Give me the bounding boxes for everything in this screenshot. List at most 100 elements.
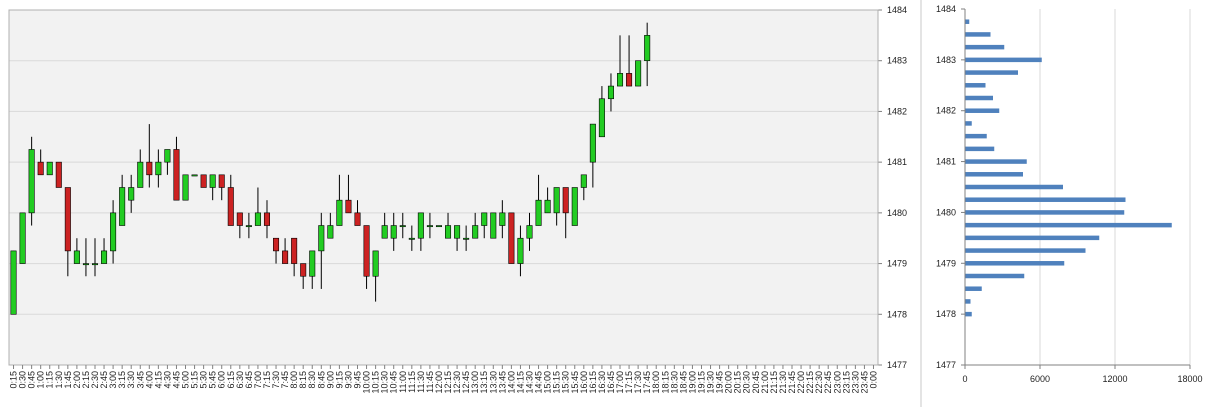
candle-body-10 <box>101 250 108 264</box>
candle-body-45 <box>417 212 424 239</box>
profile-bar-12 <box>965 159 1027 164</box>
x-tick-label-82: 20:45 <box>751 371 761 394</box>
profile-y-tick-label-3: 1480 <box>936 207 956 217</box>
candle-body-63 <box>580 174 587 188</box>
x-tick-label-81: 20:30 <box>742 371 752 394</box>
x-tick-label-9: 2:30 <box>90 371 100 389</box>
x-tick-label-88: 22:15 <box>805 371 815 394</box>
x-tick-label-5: 1:30 <box>54 371 64 389</box>
candle-body-31 <box>291 237 298 264</box>
candle-body-14 <box>137 161 144 188</box>
candle-body-11 <box>110 212 117 252</box>
y-tick-label-1: 1478 <box>887 309 907 319</box>
candle-body-28 <box>263 212 270 226</box>
x-tick-label-20: 5:15 <box>190 371 200 389</box>
x-tick-label-28: 7:15 <box>262 371 272 389</box>
candle-body-30 <box>282 250 289 264</box>
candle-body-37 <box>345 199 352 214</box>
profile-y-tick-label-2: 1479 <box>936 258 956 268</box>
x-tick-label-44: 11:15 <box>407 371 417 393</box>
candle-body-33 <box>309 250 316 277</box>
profile-bar-14 <box>965 133 987 139</box>
x-tick-label-17: 4:30 <box>162 371 172 389</box>
candle-body-42 <box>390 225 397 239</box>
x-tick-label-48: 12:15 <box>443 371 453 394</box>
y-tick-label-5: 1482 <box>887 106 907 116</box>
candle-body-34 <box>318 225 325 252</box>
x-tick-label-26: 6:45 <box>244 371 254 389</box>
x-tick-label-60: 15:15 <box>552 371 562 394</box>
candle-body-7 <box>73 250 80 264</box>
candle-body-2 <box>28 149 35 214</box>
profile-bar-10 <box>965 184 1063 190</box>
x-tick-label-25: 6:30 <box>235 371 245 389</box>
x-tick-label-47: 12:00 <box>434 371 444 394</box>
candle-body-17 <box>164 149 171 163</box>
candle-body-39 <box>363 225 370 277</box>
x-tick-label-7: 2:00 <box>72 371 82 389</box>
profile-bar-20 <box>965 57 1042 63</box>
candle-body-69 <box>635 60 642 87</box>
profile-bar-0 <box>965 311 972 317</box>
candle-body-70 <box>644 35 651 62</box>
profile-bar-9 <box>965 197 1126 202</box>
candle-body-50 <box>463 237 470 240</box>
profile-y-tick-label-1: 1478 <box>936 309 956 319</box>
x-tick-label-29: 7:30 <box>271 371 281 389</box>
profile-bar-11 <box>965 172 1023 177</box>
x-tick-label-4: 1:15 <box>45 371 55 389</box>
x-tick-label-73: 18:30 <box>669 371 679 394</box>
x-tick-label-11: 3:00 <box>108 371 118 389</box>
x-tick-label-42: 10:45 <box>389 371 399 394</box>
profile-x-tick-label-1: 6000 <box>1030 374 1050 384</box>
candle-body-58 <box>535 199 542 226</box>
x-tick-label-64: 16:15 <box>588 371 598 394</box>
x-tick-label-21: 5:30 <box>199 371 209 389</box>
candle-body-36 <box>336 199 343 226</box>
x-tick-label-58: 14:45 <box>534 371 544 394</box>
x-tick-label-37: 9:30 <box>343 371 353 389</box>
x-tick-label-70: 17:45 <box>642 371 652 394</box>
candle-body-51 <box>472 225 479 239</box>
profile-bar-15 <box>965 121 972 126</box>
x-tick-label-50: 12:45 <box>461 371 471 394</box>
x-tick-label-40: 10:15 <box>371 371 381 394</box>
profile-bar-8 <box>965 210 1125 215</box>
candle-body-0 <box>10 250 17 315</box>
candle-body-44 <box>408 237 415 240</box>
candle-body-21 <box>200 174 207 188</box>
candle-body-16 <box>155 161 162 176</box>
x-tick-label-22: 5:45 <box>208 371 218 389</box>
x-tick-label-77: 19:30 <box>706 371 716 394</box>
candle-body-15 <box>146 161 153 176</box>
x-tick-label-24: 6:15 <box>226 371 236 389</box>
profile-bar-6 <box>965 235 1100 241</box>
x-tick-label-66: 16:45 <box>606 371 616 394</box>
plot-border <box>8 9 879 366</box>
candle-body-68 <box>626 73 633 87</box>
candle-body-8 <box>82 263 89 266</box>
x-tick-label-94: 23:45 <box>859 371 869 394</box>
x-tick-label-41: 10:30 <box>380 371 390 394</box>
x-tick-label-3: 1:00 <box>36 371 46 389</box>
candle-body-60 <box>553 187 560 214</box>
x-tick-label-10: 2:45 <box>99 371 109 389</box>
candle-body-12 <box>119 187 126 226</box>
x-tick-label-8: 2:15 <box>81 371 91 389</box>
x-tick-label-52: 13:15 <box>479 371 489 394</box>
candle-body-48 <box>445 225 452 239</box>
profile-bar-19 <box>965 70 1018 75</box>
x-tick-label-85: 21:30 <box>778 371 788 394</box>
candle-body-1 <box>19 212 26 264</box>
x-tick-label-19: 5:00 <box>181 371 191 389</box>
profile-bar-2 <box>965 286 982 291</box>
candle-body-20 <box>191 174 198 177</box>
x-tick-label-72: 18:15 <box>660 371 670 394</box>
x-tick-label-93: 23:30 <box>850 371 860 394</box>
x-tick-label-57: 14:30 <box>524 371 534 394</box>
x-tick-label-86: 21:45 <box>787 371 797 394</box>
x-tick-label-95: 0:00 <box>868 371 878 389</box>
x-tick-label-14: 3:45 <box>135 371 145 389</box>
